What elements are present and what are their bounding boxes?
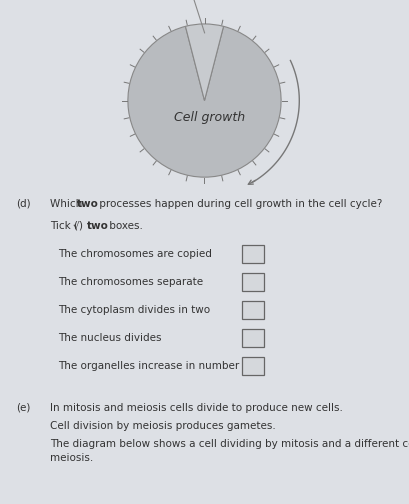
Text: The chromosomes separate: The chromosomes separate bbox=[58, 277, 203, 287]
Text: two: two bbox=[87, 221, 109, 230]
Bar bbox=[242, 301, 264, 319]
Text: The chromosomes are copied: The chromosomes are copied bbox=[58, 248, 212, 259]
Text: √: √ bbox=[73, 221, 80, 230]
Text: two: two bbox=[77, 199, 99, 209]
Text: The nucleus divides: The nucleus divides bbox=[58, 333, 162, 343]
Text: The organelles increase in number: The organelles increase in number bbox=[58, 361, 239, 371]
Wedge shape bbox=[128, 26, 281, 177]
Text: ): ) bbox=[79, 221, 86, 230]
Text: The cytoplasm divides in two: The cytoplasm divides in two bbox=[58, 305, 210, 314]
Text: Tick (: Tick ( bbox=[50, 221, 78, 230]
Bar bbox=[242, 273, 264, 291]
Text: processes happen during cell growth in the cell cycle?: processes happen during cell growth in t… bbox=[96, 199, 382, 209]
Text: Which: Which bbox=[50, 199, 85, 209]
Text: The diagram below shows a cell dividing by mitosis and a different cell dividing: The diagram below shows a cell dividing … bbox=[50, 439, 409, 449]
Bar bbox=[242, 329, 264, 347]
Text: (e): (e) bbox=[16, 403, 30, 413]
Text: meiosis.: meiosis. bbox=[50, 453, 93, 463]
Text: Cell division by meiosis produces gametes.: Cell division by meiosis produces gamete… bbox=[50, 421, 276, 431]
Wedge shape bbox=[185, 24, 224, 101]
Text: (d): (d) bbox=[16, 199, 31, 209]
Text: Cell growth: Cell growth bbox=[174, 111, 245, 124]
Text: In mitosis and meiosis cells divide to produce new cells.: In mitosis and meiosis cells divide to p… bbox=[50, 403, 343, 413]
Text: boxes.: boxes. bbox=[106, 221, 143, 230]
Bar bbox=[242, 244, 264, 263]
Bar bbox=[242, 357, 264, 375]
